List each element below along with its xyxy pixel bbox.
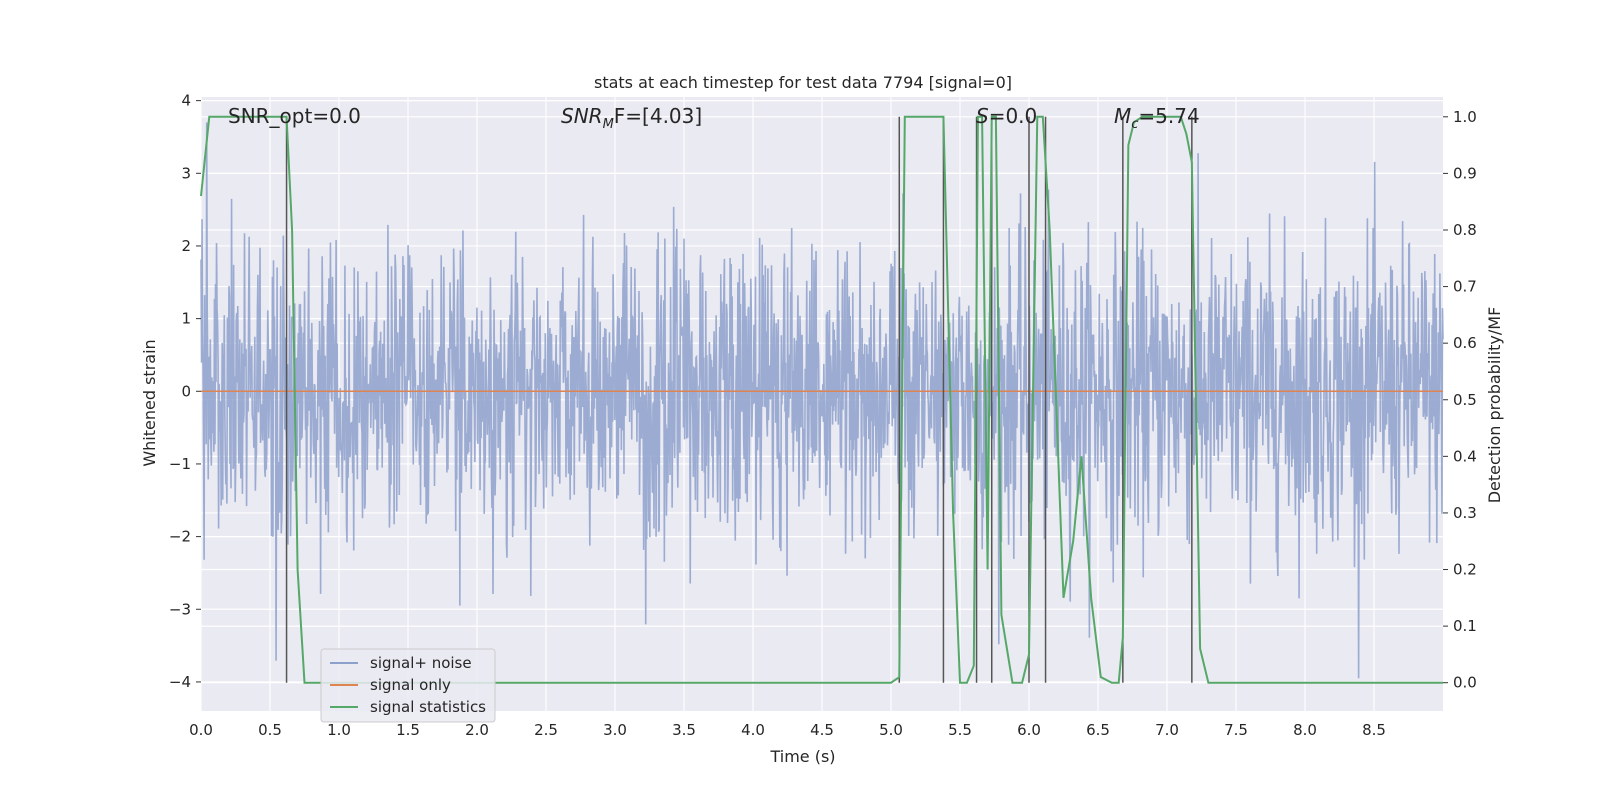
- y-tick-label: 1: [181, 310, 191, 328]
- y-axis-right: 1.0 0.9 0.8 0.7 0.6 0.5 0.4 0.3 0.2 0.1 0.0: [1443, 108, 1477, 692]
- legend: signal+ noise signal only signal statist…: [320, 648, 496, 723]
- y-axis-left: 4 3 2 1 0 −1 −2 −3 −4: [169, 92, 201, 691]
- x-tick-label: 8.5: [1362, 721, 1386, 739]
- annotation-mc: Mc=5.74: [1114, 104, 1200, 132]
- x-tick-label: 7.0: [1155, 721, 1179, 739]
- x-tick-label: 5.0: [879, 721, 903, 739]
- y2-tick-label: 0.3: [1453, 504, 1477, 522]
- y-axis-label: Whitened strain: [140, 339, 159, 466]
- x-axis: 0.0 0.5 1.0 1.5 2.0 2.5 3.0 3.5 4.0 4.5 5.0 5.5 6.0 6…: [189, 721, 1386, 739]
- legend-label-noise: signal+ noise: [370, 654, 472, 672]
- noise-series: [200, 122, 1444, 679]
- y2-tick-label: 0.7: [1453, 278, 1477, 296]
- y2-tick-label: 0.6: [1453, 334, 1477, 352]
- statistics-line: [200, 115, 1443, 684]
- noise-line: [200, 122, 1444, 679]
- x-tick-label: 1.0: [327, 721, 351, 739]
- y-tick-label: −2: [169, 528, 191, 546]
- y2-tick-label: 0.1: [1453, 617, 1477, 635]
- annotation-snr-opt: SNR_opt=0.0: [228, 104, 361, 128]
- x-tick-label: 3.5: [672, 721, 696, 739]
- x-tick-label: 2.0: [465, 721, 489, 739]
- annotation-snr-mf-rest: F=[4.03]: [614, 104, 702, 128]
- annotation-mc-sub: c: [1131, 117, 1138, 132]
- x-tick-label: 0.5: [258, 721, 282, 739]
- x-tick-label: 2.5: [534, 721, 558, 739]
- y2-tick-label: 0.0: [1453, 674, 1477, 692]
- y2-tick-label: 0.5: [1453, 391, 1477, 409]
- x-tick-label: 4.0: [741, 721, 765, 739]
- annotation-snr-mf-sub: M: [603, 117, 614, 132]
- annotation-mc-rest: =5.74: [1138, 104, 1199, 128]
- annotation-s: S=0.0: [976, 104, 1037, 128]
- x-tick-label: 5.5: [948, 721, 972, 739]
- x-tick-label: 0.0: [189, 721, 213, 739]
- y-tick-label: 2: [181, 237, 191, 255]
- y-tick-label: −4: [169, 673, 191, 691]
- y2-axis-label: Detection probability/MF: [1485, 307, 1504, 504]
- y-tick-label: −1: [169, 455, 191, 473]
- legend-box: [320, 648, 496, 723]
- annotation-snr-mf: SNRMF=[4.03]: [561, 104, 702, 132]
- x-tick-label: 6.5: [1086, 721, 1110, 739]
- legend-label-stats: signal statistics: [370, 698, 486, 716]
- y-tick-label: 0: [181, 382, 191, 400]
- annotation-mc-var: M: [1114, 104, 1131, 128]
- x-tick-label: 7.5: [1224, 721, 1248, 739]
- x-tick-label: 4.5: [810, 721, 834, 739]
- y2-tick-label: 0.2: [1453, 561, 1477, 579]
- x-axis-label: Time (s): [769, 747, 835, 766]
- x-tick-label: 8.0: [1293, 721, 1317, 739]
- signal-statistics-series: [200, 115, 1443, 684]
- annotation-s-var: S: [976, 104, 989, 128]
- x-tick-label: 3.0: [603, 721, 627, 739]
- x-tick-label: 1.5: [396, 721, 420, 739]
- y-tick-label: 4: [181, 92, 191, 110]
- y-tick-label: 3: [181, 164, 191, 182]
- y-tick-label: −3: [169, 600, 191, 618]
- y2-tick-label: 0.8: [1453, 221, 1477, 239]
- x-tick-label: 6.0: [1017, 721, 1041, 739]
- annotation-snr-mf-base: SNR: [561, 104, 603, 128]
- y2-tick-label: 0.9: [1453, 164, 1477, 182]
- annotation-s-rest: =0.0: [989, 104, 1038, 128]
- y2-tick-label: 0.4: [1453, 447, 1477, 465]
- legend-label-signal: signal only: [370, 676, 451, 694]
- chart-title: stats at each timestep for test data 779…: [594, 73, 1012, 92]
- y2-tick-label: 1.0: [1453, 108, 1477, 126]
